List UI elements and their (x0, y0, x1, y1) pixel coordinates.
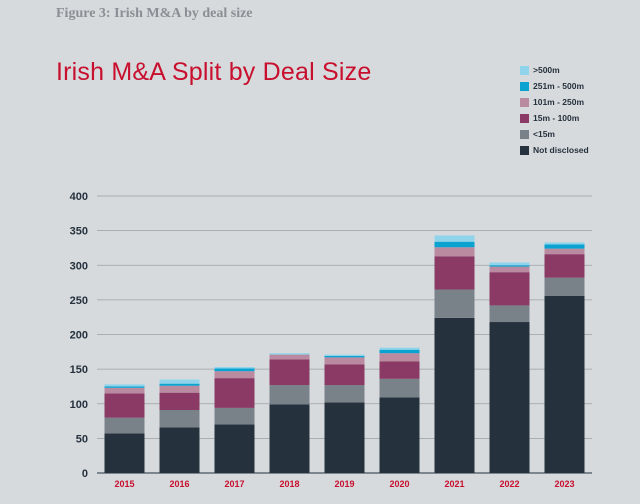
bar-segment-2021-not-disclosed (434, 317, 475, 473)
legend-label: Not disclosed (533, 145, 589, 155)
bar-segment-2020-15m (379, 378, 420, 398)
x-tick-label-2021: 2021 (444, 479, 464, 489)
bar-segment-2016-15m (159, 409, 200, 428)
x-tick-label-2017: 2017 (224, 479, 244, 489)
bar-segment-2020-not-disclosed (379, 397, 420, 473)
bar-segment-2017-not-disclosed (214, 424, 255, 473)
legend-swatch (520, 65, 529, 75)
y-tick-label-300: 300 (70, 260, 88, 272)
chart-title: Irish M&A Split by Deal Size (56, 58, 372, 86)
bar-segment-2022-15m (489, 305, 530, 323)
bar-segment-2017-251m-500m (214, 368, 255, 372)
legend-item-not-disclosed: Not disclosed (520, 142, 589, 158)
bar-segment-2016-500m (159, 379, 200, 384)
legend-item-15m: <15m (520, 126, 589, 142)
y-tick-label-350: 350 (70, 226, 88, 238)
legend-item-251m-500m: 251m - 500m (520, 78, 589, 94)
legend-swatch (520, 97, 529, 107)
bar-segment-2017-15m-100m (214, 378, 255, 408)
y-tick-label-150: 150 (70, 364, 88, 376)
bar-segment-2023-251m-500m (544, 244, 585, 249)
bar-segment-2023-15m-100m (544, 254, 585, 278)
legend-swatch (520, 129, 529, 139)
y-tick-label-200: 200 (70, 330, 88, 342)
legend-label: 101m - 250m (533, 97, 585, 107)
bar-segment-2023-15m (544, 277, 585, 296)
bar-segment-2022-101m-250m (489, 266, 530, 273)
bar-segment-2019-not-disclosed (324, 402, 365, 473)
legend-label: >500m (533, 65, 560, 75)
bar-segment-2015-101m-250m (104, 387, 145, 394)
bar-segment-2017-101m-250m (214, 371, 255, 379)
y-tick-label-50: 50 (76, 433, 88, 445)
legend-swatch (520, 145, 529, 155)
bar-segment-2018-not-disclosed (269, 404, 310, 473)
bar-segment-2020-15m-100m (379, 361, 420, 379)
x-tick-label-2023: 2023 (554, 479, 574, 489)
x-tick-label-2015: 2015 (114, 479, 134, 489)
bar-segment-2022-15m-100m (489, 272, 530, 306)
bar-segment-2019-15m-100m (324, 364, 365, 386)
bar-segment-2021-101m-250m (434, 247, 475, 257)
bar-segment-2020-101m-250m (379, 353, 420, 362)
bar-segment-2015-500m (104, 384, 145, 387)
y-tick-label-0: 0 (82, 468, 88, 480)
x-tick-label-2016: 2016 (169, 479, 189, 489)
bar-segment-2019-251m-500m (324, 355, 365, 358)
x-tick-label-2019: 2019 (334, 479, 354, 489)
x-tick-label-2022: 2022 (499, 479, 519, 489)
bar-segment-2017-500m (214, 367, 255, 369)
bar-segment-2023-500m (544, 242, 585, 245)
bar-segment-2015-15m-100m (104, 393, 145, 418)
bar-segment-2021-251m-500m (434, 241, 475, 248)
x-tick-label-2020: 2020 (389, 479, 409, 489)
bar-segment-2016-251m-500m (159, 383, 200, 386)
legend-item-15m-100m: 15m - 100m (520, 110, 589, 126)
legend-label: 251m - 500m (533, 81, 585, 91)
bar-segment-2016-not-disclosed (159, 427, 200, 473)
bar-segment-2020-500m (379, 347, 420, 350)
bar-segment-2023-not-disclosed (544, 295, 585, 473)
bar-segment-2018-500m (269, 353, 310, 355)
legend-item-101m-250m: 101m - 250m (520, 94, 589, 110)
bar-segment-2016-15m-100m (159, 392, 200, 410)
legend-label: <15m (533, 129, 555, 139)
bar-segment-2022-500m (489, 262, 530, 266)
bar-segment-2015-15m (104, 417, 145, 434)
bar-segment-2016-101m-250m (159, 385, 200, 393)
bar-segment-2018-15m-100m (269, 359, 310, 386)
y-tick-label-400: 400 (70, 191, 88, 203)
figure-label: Figure 3: Irish M&A by deal size (56, 6, 253, 21)
chart-legend: >500m 251m - 500m 101m - 250m 15m - 100m <15… (520, 62, 589, 158)
bar-segment-2019-101m-250m (324, 357, 365, 365)
bar-segment-2021-15m (434, 289, 475, 318)
bar-segment-2017-15m (214, 407, 255, 425)
bar-segment-2019-15m (324, 385, 365, 403)
legend-item-500m: >500m (520, 62, 589, 78)
x-tick-label-2018: 2018 (279, 479, 299, 489)
bar-segment-2022-not-disclosed (489, 322, 530, 473)
legend-swatch (520, 81, 529, 91)
bar-segment-2015-not-disclosed (104, 433, 145, 473)
bar-segment-2021-15m-100m (434, 256, 475, 290)
bar-segment-2019-500m (324, 354, 365, 356)
legend-swatch (520, 113, 529, 123)
bar-segment-2015-251m-500m (104, 386, 145, 388)
y-tick-label-250: 250 (70, 295, 88, 307)
bar-segment-2021-500m (434, 235, 475, 242)
bar-segment-2022-251m-500m (489, 265, 530, 267)
bar-segment-2018-101m-250m (269, 354, 310, 360)
legend-label: 15m - 100m (533, 113, 580, 123)
bar-segment-2018-15m (269, 385, 310, 405)
bar-segment-2020-251m-500m (379, 349, 420, 354)
y-tick-label-100: 100 (70, 399, 88, 411)
bar-segment-2023-101m-250m (544, 248, 585, 255)
